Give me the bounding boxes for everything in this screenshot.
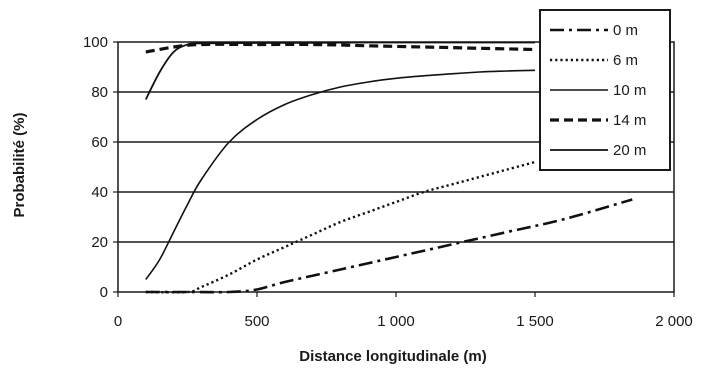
legend-label-1: 6 m — [613, 52, 638, 69]
series-line-1 — [145, 160, 536, 294]
legend-label-0: 0 m — [613, 22, 638, 39]
x-tick-label: 1 000 — [377, 313, 415, 330]
series-line-4 — [144, 41, 535, 100]
y-tick-label: 60 — [91, 134, 108, 151]
x-tick-label: 500 — [244, 313, 269, 330]
legend-label-3: 14 m — [613, 112, 646, 129]
series-line-2 — [145, 69, 536, 280]
x-tick-label: 0 — [114, 313, 122, 330]
legend-label-4: 20 m — [613, 142, 646, 159]
series-line-0 — [145, 198, 633, 294]
x-tick-label: 2 000 — [655, 313, 693, 330]
y-tick-label: 0 — [100, 284, 108, 301]
x-axis-title: Distance longitudinale (m) — [299, 348, 487, 365]
legend: 0 m 6 m 10 m 14 m 20 m — [539, 9, 671, 171]
x-tick-label: 1 500 — [516, 313, 554, 330]
series-layer — [144, 41, 633, 294]
y-tick-label: 20 — [91, 234, 108, 251]
legend-label-2: 10 m — [613, 82, 646, 99]
y-tick-label: 40 — [91, 184, 108, 201]
y-axis-title: Probabilité (%) — [11, 112, 28, 217]
series-line-3 — [145, 42, 536, 54]
y-tick-label: 80 — [91, 84, 108, 101]
y-tick-label: 100 — [83, 34, 108, 51]
